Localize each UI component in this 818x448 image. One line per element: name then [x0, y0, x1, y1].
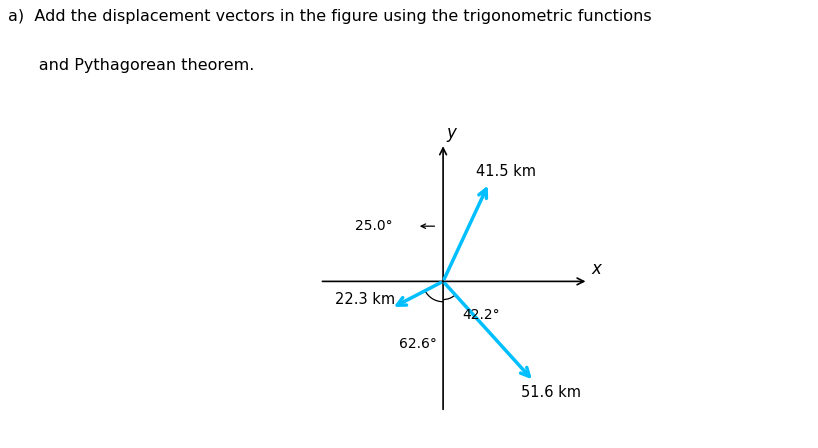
Text: 25.0°: 25.0°: [355, 219, 393, 233]
Text: 42.2°: 42.2°: [462, 307, 500, 322]
Text: x: x: [591, 260, 601, 279]
Text: 62.6°: 62.6°: [399, 336, 438, 351]
Text: 41.5 km: 41.5 km: [476, 164, 537, 179]
Text: and Pythagorean theorem.: and Pythagorean theorem.: [8, 58, 254, 73]
Text: 51.6 km: 51.6 km: [521, 385, 581, 401]
Text: 22.3 km: 22.3 km: [335, 292, 395, 307]
Text: y: y: [446, 124, 456, 142]
Text: a)  Add the displacement vectors in the figure using the trigonometric functions: a) Add the displacement vectors in the f…: [8, 9, 652, 24]
